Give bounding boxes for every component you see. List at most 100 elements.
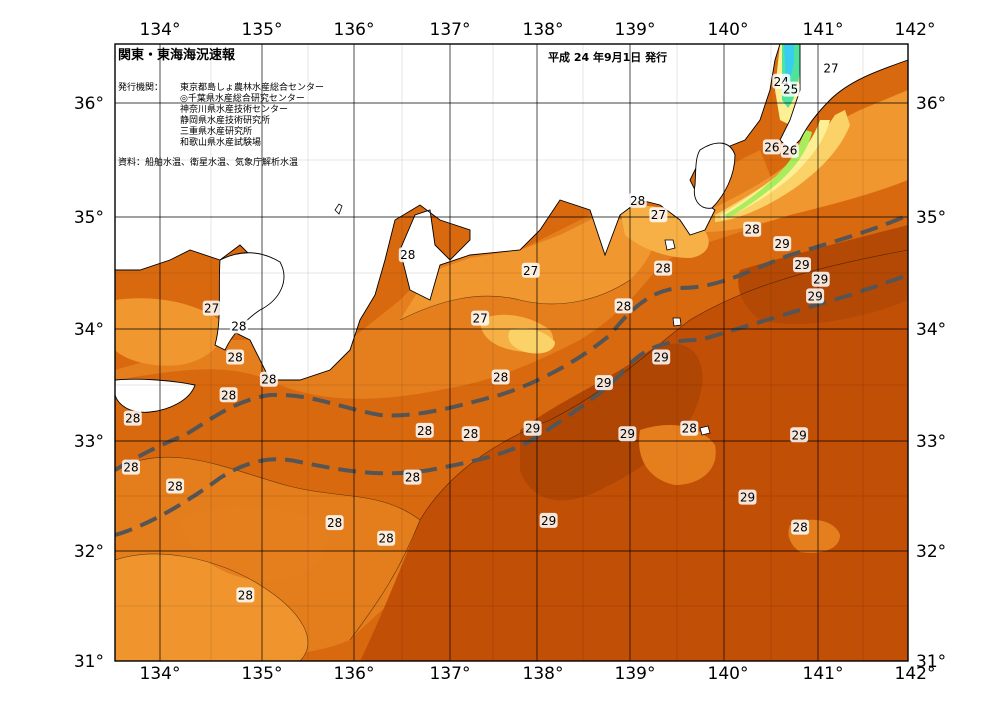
isotherm-label: 28 (417, 424, 432, 438)
lon-tick-label: 139° (615, 664, 656, 684)
lon-tick-label: 134° (140, 20, 181, 40)
isotherm-label-bg (415, 422, 434, 438)
isotherm-label: 28 (630, 194, 645, 208)
isotherm-label: 29 (794, 258, 809, 272)
isotherm-label-bg (654, 260, 673, 276)
sst-zone-25-boso (720, 120, 830, 220)
lon-tick-label: 141° (803, 20, 844, 40)
issuers-label: 発行機関： (118, 81, 163, 93)
isotherm-label: 28 (327, 516, 342, 530)
isotherm-label-bg (219, 387, 238, 403)
isotherm-label: 29 (813, 273, 828, 287)
island-oshima (664, 239, 676, 251)
isotherm-label: 27 (472, 312, 487, 326)
sst-zone-24-boso (725, 130, 812, 218)
isotherm-label: 28 (463, 427, 478, 441)
isotherm-label: 29 (740, 491, 755, 505)
boso-peninsula (693, 142, 736, 209)
isotherm-label: 28 (400, 248, 415, 262)
isotherm-label: 28 (655, 262, 670, 276)
isotherm-label: 26 (764, 140, 779, 154)
sst-zone-27-southwest (115, 554, 308, 661)
sst-zone-29-core (520, 343, 703, 501)
isotherm-label: 29 (775, 237, 790, 251)
isotherm-label-bg (471, 310, 490, 326)
lon-tick-label: 137° (430, 664, 471, 684)
shikoku-edge (115, 378, 196, 413)
issuer-org: 静岡県水産技術研究所 (180, 114, 270, 126)
isotherm-label-bg (791, 519, 810, 535)
isotherm-label: 29 (654, 351, 669, 365)
isotherm-label-bg (652, 349, 671, 365)
isotherm-label-bg (166, 478, 185, 494)
lat-tick-label: 36° (74, 94, 104, 114)
issue-date: 平成 24 年9月1日 発行 (548, 50, 667, 64)
lon-tick-label: 135° (242, 20, 283, 40)
isotherm-label: 29 (525, 422, 540, 436)
lon-tick-label: 137° (430, 20, 471, 40)
sst-zone-27-west (115, 298, 223, 366)
isotherm-label-bg (806, 288, 825, 304)
graticule (115, 44, 908, 661)
isotherm-label-bg (811, 271, 830, 287)
lon-tick-label: 135° (242, 664, 283, 684)
isotherm-label-bg (325, 515, 344, 531)
header: 関東・東海海況速報 平成 24 年9月1日 発行 発行機関： 東京都島しょ農林水… (118, 47, 667, 168)
lat-tick-label: 31° (916, 652, 946, 672)
isotherm-label-bg (618, 426, 637, 442)
isotherm-label: 25 (783, 83, 798, 97)
lat-tick-label: 34° (916, 320, 946, 340)
lat-tick-label: 36° (916, 94, 946, 114)
lat-tick-label: 34° (74, 320, 104, 340)
lon-tick-label: 139° (615, 20, 656, 40)
sst-zone-26-patch (508, 328, 555, 354)
isotherm-label: 29 (596, 376, 611, 390)
island-hachijo (699, 425, 711, 436)
isotherm-label: 28 (227, 351, 242, 365)
lat-tick-label: 32° (74, 542, 104, 562)
lon-tick-label: 142° (895, 20, 936, 40)
lon-tick-label: 136° (334, 664, 375, 684)
isotherm-label: 29 (620, 427, 635, 441)
isotherm-label: 28 (405, 471, 420, 485)
isotherm-label-bg (229, 318, 248, 334)
island-small (334, 203, 343, 215)
isotherm-label-bg (523, 420, 542, 436)
isotherm-label: 28 (221, 388, 236, 402)
lat-tick-label: 31° (74, 652, 104, 672)
lon-tick-label: 141° (803, 664, 844, 684)
ibaraki-coast (779, 44, 908, 151)
graticule-minor (115, 44, 908, 661)
isotherm-lines (115, 249, 908, 661)
isotherm-label-bg (793, 257, 811, 273)
isotherm-label-bg (790, 427, 809, 443)
isotherm-label-bg (539, 512, 558, 528)
isotherm-label-bg (773, 236, 792, 252)
lon-tick-label: 136° (334, 20, 375, 40)
lon-tick-label: 142° (895, 664, 936, 684)
isotherm-label: 28 (745, 223, 760, 237)
isotherm-label-bg (122, 459, 140, 475)
lon-tick-label: 134° (140, 664, 181, 684)
isotherm-label-bg (822, 60, 840, 76)
lon-tick-label: 140° (708, 20, 749, 40)
isotherm-label-bg (403, 469, 422, 485)
lat-tick-label: 33° (916, 432, 946, 452)
isotherm-label: 29 (807, 289, 822, 303)
issuer-org: 三重県水産研究所 (180, 125, 252, 137)
isotherm-label-bg (123, 410, 142, 426)
isotherm-label: 28 (167, 480, 182, 494)
isotherm-label: 27 (651, 208, 666, 222)
isotherm-label: 28 (125, 412, 140, 426)
lon-tick-label: 138° (523, 20, 564, 40)
isotherm-label: 28 (792, 521, 807, 535)
sst-zone-28-south-inner (180, 506, 328, 581)
isotherm-label: 28 (261, 373, 276, 387)
isotherm-label: 27 (523, 264, 538, 278)
isotherm-label: 28 (616, 299, 631, 313)
isotherm-label-bg (680, 420, 699, 436)
isotherm-label-bg (743, 221, 762, 237)
isotherm-label-bg (614, 298, 633, 314)
